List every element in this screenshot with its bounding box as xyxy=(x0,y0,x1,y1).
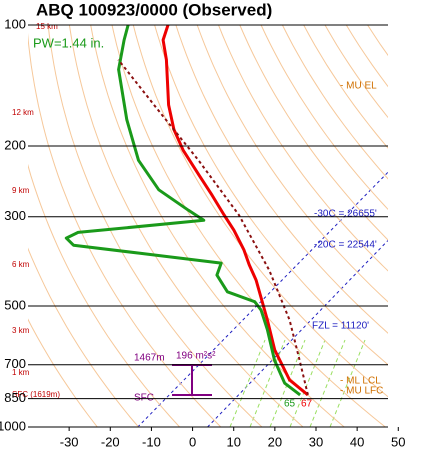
dry-adiabat xyxy=(28,163,180,427)
mu-lfc-label: - MU LFC xyxy=(340,386,383,397)
x-tick-label: 30 xyxy=(309,434,323,449)
dry-adiabat xyxy=(389,25,421,427)
dry-adiabat xyxy=(260,25,388,211)
x-tick-label: -20 xyxy=(101,434,120,449)
height-label: 1 km xyxy=(12,368,30,377)
isotherm-label: -30C = 26655' xyxy=(314,209,377,220)
y-tick-label: 500 xyxy=(4,297,26,312)
dry-adiabat xyxy=(175,25,388,334)
height-label: 3 km xyxy=(12,326,30,335)
profile-line xyxy=(64,25,302,397)
x-tick-label: -30 xyxy=(60,434,79,449)
mu-el-label: - MU EL xyxy=(340,81,377,92)
dry-adiabat xyxy=(281,25,388,180)
ml-lcl-label: - ML LCL xyxy=(340,376,381,387)
srh-label: 196 m²s² xyxy=(176,351,216,362)
sfc-temp-label: 67 xyxy=(301,399,313,410)
x-tick-label: 0 xyxy=(189,434,196,449)
y-tick-label: 100 xyxy=(4,16,26,31)
dry-adiabat xyxy=(68,25,304,427)
y-tick-label: 200 xyxy=(4,137,26,152)
height-label: 12 km xyxy=(12,108,34,117)
profile-line xyxy=(117,59,309,396)
y-tick-label: 850 xyxy=(4,390,26,405)
chart-title: ABQ 100923/0000 (Observed) xyxy=(36,0,272,19)
y-tick-label: 1000 xyxy=(0,418,26,433)
sfc-dewpoint-label: 65 xyxy=(284,399,296,410)
dry-adiabat xyxy=(28,247,139,427)
x-tick-label: 10 xyxy=(226,434,240,449)
dry-adiabat xyxy=(154,25,388,366)
y-tick-label: 700 xyxy=(4,356,26,371)
isotherm-line xyxy=(206,239,388,427)
dry-adiabat xyxy=(218,25,388,272)
dry-adiabat xyxy=(90,25,345,427)
dry-adiabat xyxy=(132,25,388,398)
dry-adiabat xyxy=(303,25,388,149)
x-tick-label: 50 xyxy=(391,434,405,449)
dry-adiabat xyxy=(196,25,388,303)
fzl-label: FZL = 11120' xyxy=(312,321,369,332)
background xyxy=(28,25,421,427)
height-label: 15 km xyxy=(36,22,58,31)
isotherm-label: -20C = 22544' xyxy=(314,240,377,251)
x-tick-label: 40 xyxy=(350,434,364,449)
x-tick-label: 20 xyxy=(268,434,282,449)
x-tick-label: -10 xyxy=(142,434,161,449)
dry-adiabat xyxy=(410,25,421,427)
mixing-lines xyxy=(229,339,366,427)
dry-adiabat xyxy=(111,25,386,427)
height-label: 9 km xyxy=(12,186,30,195)
srh-top-label: 1467m xyxy=(134,353,165,364)
height-label: 6 km xyxy=(12,260,30,269)
profiles xyxy=(64,25,309,397)
dry-adiabat xyxy=(47,25,263,427)
dry-adiabat xyxy=(324,25,388,119)
dry-adiabat xyxy=(28,32,222,427)
dry-adiabat xyxy=(28,318,98,427)
pw-label: PW=1.44 in. xyxy=(33,35,104,50)
y-tick-label: 300 xyxy=(4,208,26,223)
profile-line xyxy=(161,25,309,397)
height-label: SFC (1619m) xyxy=(12,390,60,399)
dry-adiabat xyxy=(239,25,388,241)
